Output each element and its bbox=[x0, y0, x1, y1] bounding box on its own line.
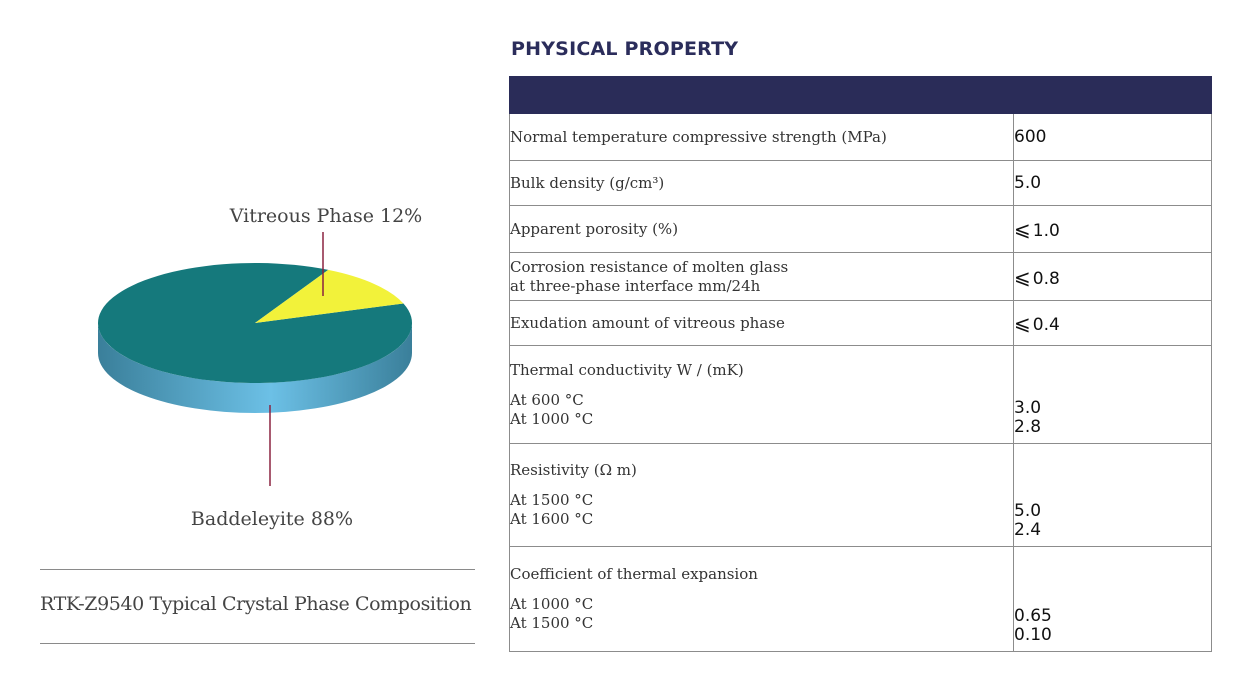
property-group-values: 5.0 2.4 bbox=[1013, 443, 1212, 547]
table-row-group: Resistivity (Ω m) At 1500 °C At 1600 °C … bbox=[509, 443, 1212, 547]
property-label: Apparent porosity (%) bbox=[509, 205, 1014, 253]
property-label: Exudation amount of vitreous phase bbox=[509, 300, 1014, 346]
section-title: PHYSICAL PROPERTY bbox=[511, 38, 739, 60]
table-row: Bulk density (g/cm³) 5.0 bbox=[509, 160, 1212, 206]
chart-caption: RTK-Z9540 Typical Crystal Phase Composit… bbox=[40, 593, 472, 615]
property-label: Bulk density (g/cm³) bbox=[509, 160, 1014, 206]
property-value: ⩽ 1.0 bbox=[1013, 205, 1212, 253]
caption-rule-top bbox=[40, 569, 475, 570]
pie-label-baddeleyite: Baddeleyite 88% bbox=[191, 508, 353, 530]
pie-chart: Vitreous Phase 12% Baddeleyite 88% bbox=[97, 205, 423, 530]
less-equal-symbol: ⩽ bbox=[1014, 311, 1031, 335]
table-row: Corrosion resistance of molten glass at t… bbox=[509, 252, 1212, 301]
table-row-group: Coefficient of thermal expansion At 1000… bbox=[509, 546, 1212, 652]
table-header-cell bbox=[1013, 76, 1212, 114]
property-group-values: 0.65 0.10 bbox=[1013, 546, 1212, 652]
property-group-label: Resistivity (Ω m) At 1500 °C At 1600 °C bbox=[509, 443, 1014, 547]
pie-label-vitreous-phase: Vitreous Phase 12% bbox=[229, 205, 423, 227]
caption-rule-bottom bbox=[40, 643, 475, 644]
property-group-values: 3.0 2.8 bbox=[1013, 345, 1212, 444]
pie-slice-vitreous-phase bbox=[255, 269, 404, 323]
table-row: Normal temperature compressive strength … bbox=[509, 113, 1212, 161]
less-equal-symbol: ⩽ bbox=[1014, 264, 1031, 289]
property-value: 600 bbox=[1013, 113, 1212, 161]
property-value: ⩽ 0.8 bbox=[1013, 252, 1212, 301]
property-value: 5.0 bbox=[1013, 160, 1212, 206]
pie-slice-baddeleyite bbox=[97, 263, 412, 383]
property-group-label: Thermal conductivity W / (mK) At 600 °C … bbox=[509, 345, 1014, 444]
property-group-label: Coefficient of thermal expansion At 1000… bbox=[509, 546, 1014, 652]
less-equal-symbol: ⩽ bbox=[1014, 217, 1031, 241]
table-row: Apparent porosity (%) ⩽ 1.0 bbox=[509, 205, 1212, 253]
property-label: Corrosion resistance of molten glass at t… bbox=[509, 252, 1014, 301]
table-row: Exudation amount of vitreous phase ⩽ 0.4 bbox=[509, 300, 1212, 346]
property-value: ⩽ 0.4 bbox=[1013, 300, 1212, 346]
table-header bbox=[509, 76, 1212, 114]
pie-side bbox=[98, 323, 412, 413]
table-row-group: Thermal conductivity W / (mK) At 600 °C … bbox=[509, 345, 1212, 444]
physical-property-table: Normal temperature compressive strength … bbox=[509, 76, 1212, 652]
table-header-cell bbox=[509, 76, 1014, 114]
property-label: Normal temperature compressive strength … bbox=[509, 113, 1014, 161]
